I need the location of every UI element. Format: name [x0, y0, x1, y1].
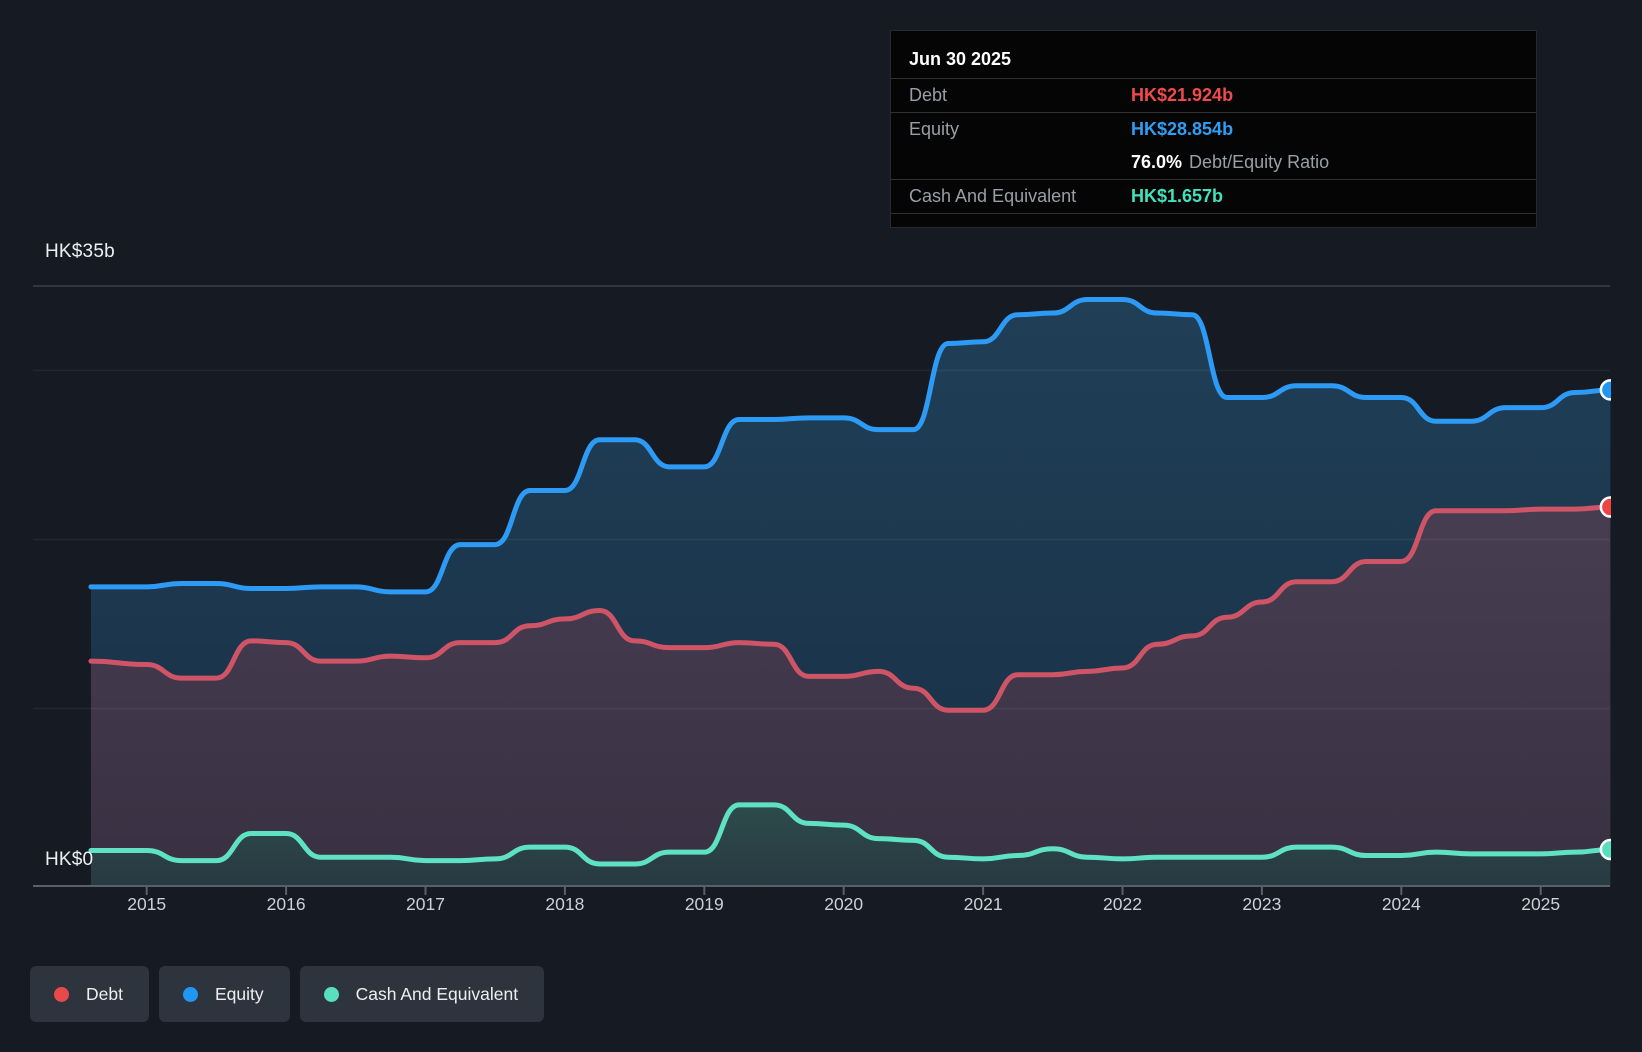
tooltip-cash-value: HK$1.657b [1131, 186, 1223, 207]
legend-chip-cash[interactable]: Cash And Equivalent [300, 966, 544, 1022]
cash-dot-icon [324, 987, 339, 1002]
tooltip-row-ratio: 76.0% Debt/Equity Ratio [891, 146, 1536, 179]
legend-chip-equity[interactable]: Equity [159, 966, 290, 1022]
legend-chip-debt[interactable]: Debt [30, 966, 149, 1022]
legend-debt-label: Debt [86, 984, 123, 1005]
tooltip-date: Jun 30 2025 [891, 41, 1536, 78]
x-axis [33, 886, 1610, 895]
tooltip-equity-label: Equity [909, 119, 1131, 140]
y-axis-zero-label: HK$0 [45, 849, 93, 871]
tooltip-debt-label: Debt [909, 85, 1131, 106]
y-axis-max-label: HK$35b [45, 241, 115, 263]
tooltip-ratio-value: 76.0% [1131, 152, 1182, 173]
tooltip-equity-value: HK$28.854b [1131, 119, 1233, 140]
tooltip-debt-value: HK$21.924b [1131, 85, 1233, 106]
debt-dot-icon [54, 987, 69, 1002]
tooltip-row-cash: Cash And Equivalent HK$1.657b [891, 180, 1536, 213]
legend-cash-label: Cash And Equivalent [356, 984, 518, 1005]
tooltip-cash-label: Cash And Equivalent [909, 186, 1131, 207]
tooltip-row-equity: Equity HK$28.854b [891, 113, 1536, 146]
legend-equity-label: Equity [215, 984, 264, 1005]
equity-dot-icon [183, 987, 198, 1002]
legend: Debt Equity Cash And Equivalent [30, 966, 544, 1022]
tooltip: Jun 30 2025 Debt HK$21.924b Equity HK$28… [890, 30, 1537, 228]
tooltip-row-debt: Debt HK$21.924b [891, 79, 1536, 112]
divider [891, 213, 1536, 214]
tooltip-ratio-label: Debt/Equity Ratio [1189, 152, 1329, 173]
debt-equity-history-chart-page: HK$35b HK$0 2015201620172018201920202021… [0, 0, 1642, 1052]
area-fills [91, 300, 1610, 886]
